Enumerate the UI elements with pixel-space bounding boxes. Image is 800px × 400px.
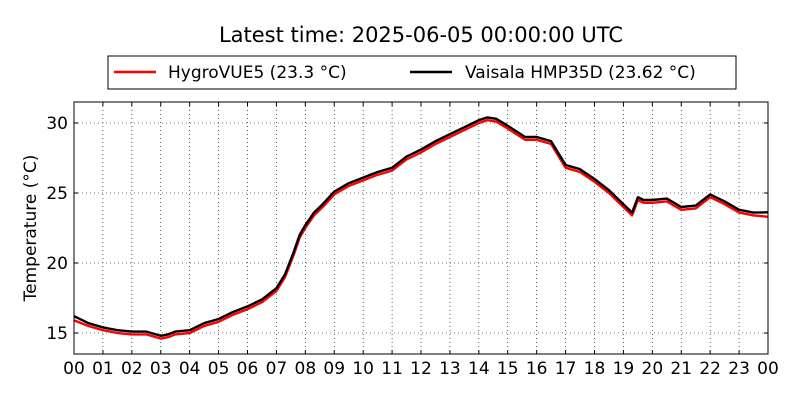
- x-tick-label: 19: [613, 359, 635, 379]
- chart-title: Latest time: 2025-06-05 00:00:00 UTC: [219, 23, 623, 47]
- y-tick-label: 30: [46, 114, 68, 134]
- series-layer: [73, 116, 769, 340]
- x-tick-label: 12: [410, 359, 432, 379]
- x-tick-label: 18: [584, 359, 606, 379]
- legend: HygroVUE5 (23.3 °C) Vaisala HMP35D (23.6…: [107, 55, 737, 90]
- x-tick-label: 05: [208, 359, 230, 379]
- y-tick-label: 15: [46, 324, 68, 344]
- x-tick-label: 16: [526, 359, 548, 379]
- x-tick-label: 00: [757, 359, 779, 379]
- x-tick-label: 07: [266, 359, 288, 379]
- y-axis-label: Temperature (°C): [21, 155, 41, 303]
- legend-label-hygrovue5: HygroVUE5 (23.3 °C): [168, 63, 347, 83]
- x-tick-label: 21: [670, 359, 692, 379]
- x-tick-label: 06: [237, 359, 259, 379]
- x-tick-label: 08: [295, 359, 317, 379]
- x-tick-label: 09: [323, 359, 345, 379]
- series-line-hygrovue5: [73, 118, 769, 340]
- y-tick-label: 20: [46, 254, 68, 274]
- x-tick-label: 02: [121, 359, 143, 379]
- x-tick-label: 01: [92, 359, 114, 379]
- x-tick-label: 22: [699, 359, 721, 379]
- x-tick-label: 10: [352, 359, 374, 379]
- x-tick-label: 17: [555, 359, 577, 379]
- x-tick-label: 00: [63, 359, 85, 379]
- legend-label-vaisala: Vaisala HMP35D (23.62 °C): [465, 63, 696, 83]
- x-tick-label: 03: [150, 359, 172, 379]
- y-tick-label: 25: [46, 184, 68, 204]
- x-tick-label: 04: [179, 359, 201, 379]
- x-tick-label: 14: [468, 359, 490, 379]
- axis-ticks: [73, 102, 769, 354]
- x-tick-label: 23: [728, 359, 750, 379]
- axis-tick-labels: 00 01 02 03 04 05 06 07 08 09 10 11 12 13 14 15 16 17 18 19…: [46, 114, 778, 379]
- series-line-vaisala: [73, 116, 769, 337]
- x-tick-label: 20: [642, 359, 664, 379]
- x-tick-label: 11: [381, 359, 403, 379]
- grid-lines: [74, 102, 768, 354]
- x-tick-label: 15: [497, 359, 519, 379]
- plot-area-frame: [73, 101, 769, 355]
- x-tick-label: 13: [439, 359, 461, 379]
